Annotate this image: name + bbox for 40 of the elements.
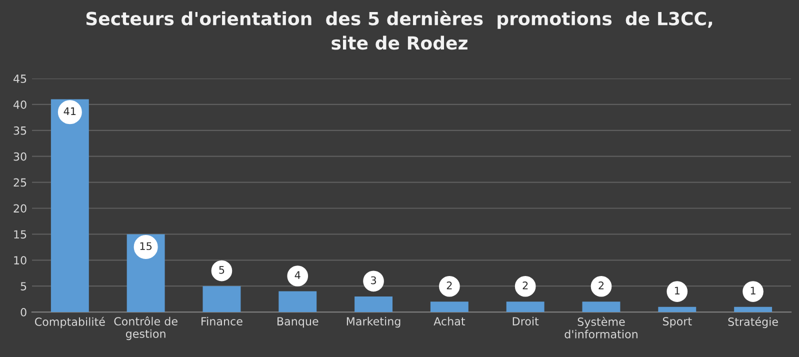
x-tick-label: Marketing [346,316,400,328]
data-label: 1 [750,286,756,294]
y-tick-label: 0 [20,308,26,316]
data-label: 2 [598,282,604,290]
x-tick-label: Stratégie [728,316,778,328]
bar [506,302,544,312]
data-label: 15 [140,242,152,250]
x-tick-label: Comptabilité [34,316,105,328]
bar [430,302,468,312]
x-tick-label: Finance [202,316,242,326]
data-label: 4 [294,271,300,279]
chart-title: Secteurs d'orientation des 5 dernières promotions de L3CC, site de Rodez [86,10,712,50]
x-tick-label: Achat [434,316,466,326]
data-label: 5 [219,266,224,274]
bar [582,302,620,312]
y-tick-label: 30 [14,152,26,161]
y-tick-label: 25 [14,178,26,187]
bar [278,291,317,312]
bar [658,306,696,312]
y-tick-label: 40 [14,100,26,109]
data-label: 2 [522,282,528,290]
data-label: 41 [64,107,76,116]
data-label: 2 [446,282,452,290]
y-tick-label: 20 [14,204,26,213]
y-tick-label: 5 [20,282,26,290]
y-tick-label: 45 [14,74,26,83]
y-tick-label: 10 [14,256,26,265]
x-tick-label: Banque [278,317,318,328]
x-tick-label: Droit [512,316,539,326]
bar [734,306,772,312]
y-tick-label: 15 [14,230,26,239]
y-tick-label: 35 [14,126,26,135]
x-tick-label: Système d'information [564,316,638,338]
x-tick-label: Sport [662,317,692,328]
bar [50,99,89,312]
data-label: 1 [674,286,680,294]
bar [354,296,393,312]
x-tick-label: Contrôle de gestion [114,316,178,340]
data-label: 3 [371,276,376,284]
bar [202,286,241,312]
